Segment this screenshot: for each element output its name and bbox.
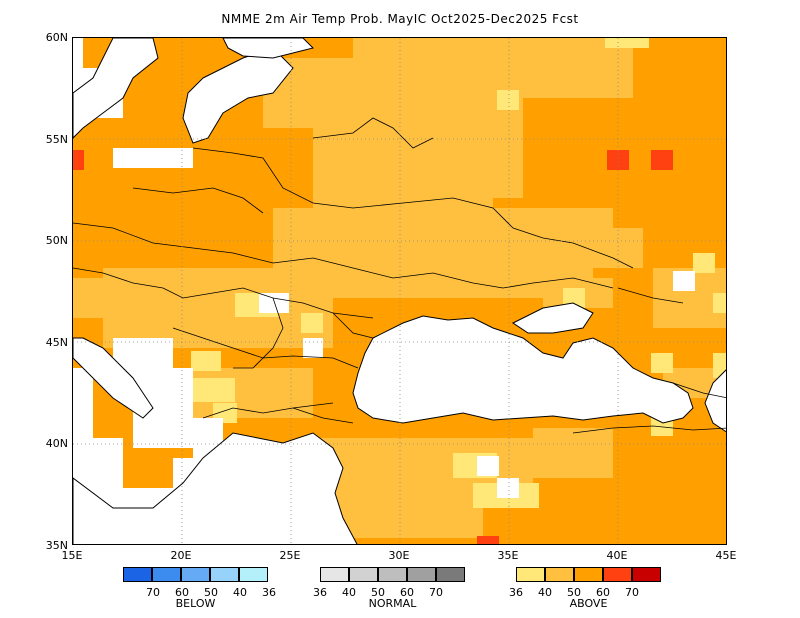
caspian-sea — [704, 369, 726, 433]
legend-above-tick: 36 — [509, 586, 523, 599]
legend-normal-tick: 70 — [429, 586, 443, 599]
baltic-sea — [73, 38, 159, 139]
map-title: NMME 2m Air Temp Prob. MayIC Oct2025-Dec… — [221, 12, 579, 26]
legend-normal-40 — [349, 567, 378, 582]
legend-below-tick: 60 — [175, 586, 189, 599]
legend-below-tick: 50 — [204, 586, 218, 599]
lon-label-20e: 20E — [170, 549, 192, 562]
legend-above-50 — [574, 567, 603, 582]
legend-below-60 — [152, 567, 181, 582]
country-borders — [73, 117, 726, 434]
legend-below-40 — [210, 567, 239, 582]
legend-below-tick: 40 — [233, 586, 247, 599]
legend-above-60 — [603, 567, 632, 582]
lon-label-15e: 15E — [61, 549, 83, 562]
black-sea — [352, 315, 694, 424]
sea-of-azov — [512, 302, 594, 334]
legend-below-50 — [181, 567, 210, 582]
legend-below-36 — [239, 567, 268, 582]
lat-label-55n: 55N — [45, 133, 68, 146]
legend-above-tick: 40 — [538, 586, 552, 599]
gulf-of-finland — [222, 38, 314, 59]
legend-above-36 — [516, 567, 545, 582]
adriatic-sea — [73, 337, 154, 419]
legend-below-caption: BELOW — [175, 597, 216, 610]
legend-normal-60 — [407, 567, 436, 582]
legend-above-tick: 50 — [567, 586, 581, 599]
lat-label-50n: 50N — [45, 234, 68, 247]
legend-normal-36 — [320, 567, 349, 582]
legend-below-70 — [123, 567, 152, 582]
lat-label-35n: 35N — [45, 539, 68, 552]
aegean-sea — [73, 432, 358, 544]
lon-label-45e: 45E — [715, 549, 737, 562]
legend-above-70 — [632, 567, 661, 582]
lat-lon-grid — [73, 38, 726, 544]
lon-label-30e: 30E — [388, 549, 410, 562]
legend-normal-tick: 60 — [400, 586, 414, 599]
legend-above-tick: 60 — [596, 586, 610, 599]
legend-below-tick: 70 — [146, 586, 160, 599]
lat-label-45n: 45N — [45, 336, 68, 349]
legend-above-caption: ABOVE — [569, 597, 608, 610]
lon-label-40e: 40E — [606, 549, 628, 562]
legend-normal-tick: 50 — [371, 586, 385, 599]
probability-map — [73, 38, 726, 544]
legend-above-40 — [545, 567, 574, 582]
lon-label-35e: 35E — [497, 549, 519, 562]
lat-label-40n: 40N — [45, 437, 68, 450]
lon-label-25e: 25E — [279, 549, 301, 562]
legend-normal-caption: NORMAL — [368, 597, 417, 610]
legend-above-tick: 70 — [625, 586, 639, 599]
legend-normal-50 — [378, 567, 407, 582]
legend-normal-70 — [436, 567, 465, 582]
legend-normal-tick: 36 — [313, 586, 327, 599]
legend-normal-tick: 40 — [342, 586, 356, 599]
map-panel — [72, 37, 727, 545]
lat-label-60n: 60N — [45, 31, 68, 44]
legend-below-tick: 36 — [262, 586, 276, 599]
